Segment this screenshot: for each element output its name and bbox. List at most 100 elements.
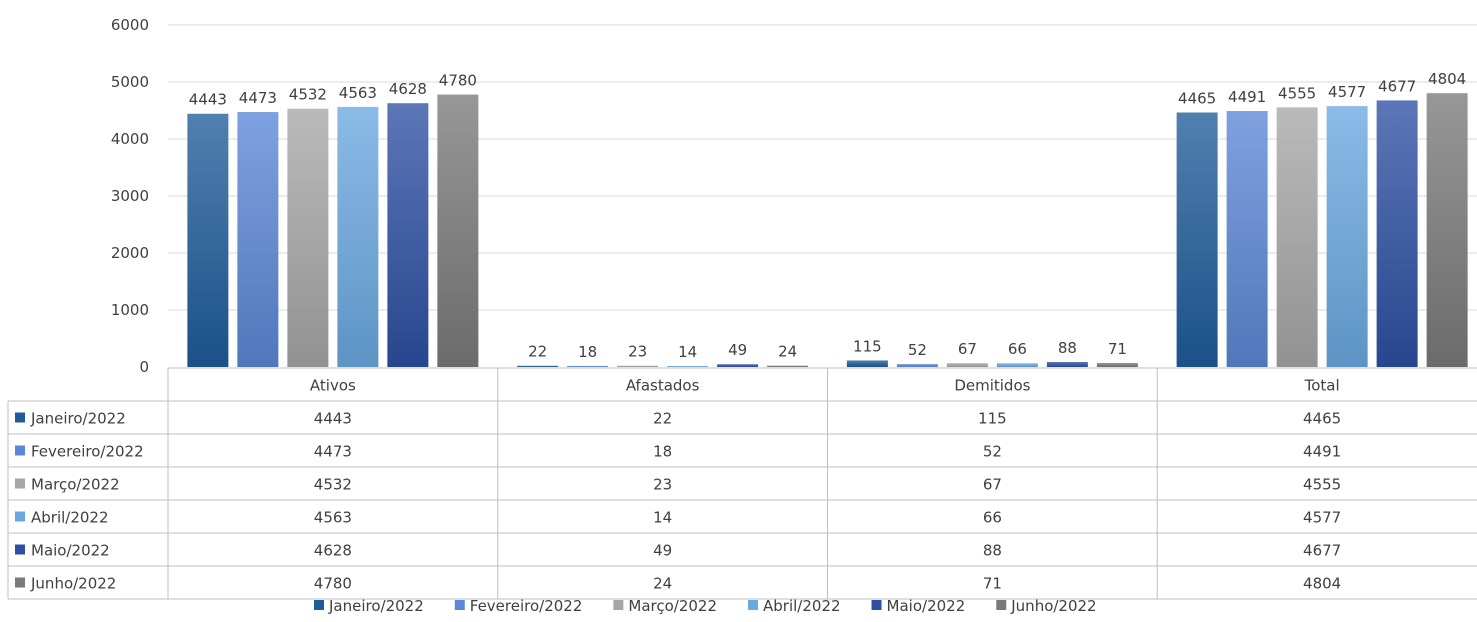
bars [187, 93, 1468, 368]
table-cell: 4563 [314, 509, 352, 527]
legend-key [748, 600, 759, 610]
table-cell: 18 [653, 443, 672, 461]
data-label: 4491 [1228, 88, 1266, 106]
bar [667, 366, 709, 367]
table-cell: 4804 [1303, 575, 1341, 593]
y-axis: 0 1000 2000 3000 4000 5000 6000 [111, 16, 149, 376]
data-label: 4628 [389, 80, 427, 98]
bar [287, 108, 329, 368]
data-label: 71 [1108, 340, 1127, 358]
table-cell: 4443 [314, 410, 352, 428]
bar [846, 360, 888, 367]
table-cell: 4780 [314, 575, 352, 593]
x-category-label: Total [1304, 377, 1340, 395]
data-label: 24 [778, 343, 797, 361]
table-cell: 115 [978, 410, 1007, 428]
data-label: 88 [1058, 339, 1077, 357]
y-tick-label: 5000 [111, 73, 149, 91]
data-label: 4563 [339, 84, 377, 102]
bar [387, 103, 429, 367]
bar [1226, 111, 1268, 367]
data-label: 18 [578, 343, 597, 361]
bar [1426, 93, 1468, 367]
data-label: 4780 [439, 72, 477, 90]
legend-key [871, 600, 882, 610]
data-table: Ativos Afastados Demitidos Total Janeiro/202… [7, 367, 1477, 600]
legend-label: Fevereiro/2022 [470, 597, 583, 615]
legend-key [996, 600, 1007, 610]
bar [1046, 361, 1088, 367]
data-label: 4532 [289, 86, 327, 104]
y-tick-label: 4000 [111, 130, 149, 148]
table-series-name: Fevereiro/2022 [31, 443, 144, 461]
table-cell: 71 [983, 575, 1002, 593]
data-label: 4555 [1278, 84, 1316, 102]
data-label: 115 [853, 337, 882, 355]
y-tick-label: 1000 [111, 301, 149, 319]
bar [946, 363, 988, 367]
legend-label: Janeiro/2022 [328, 597, 424, 615]
legend-key [454, 600, 465, 610]
bar [437, 94, 479, 367]
legend: Janeiro/2022 Fevereiro/2022 Março/2022 Abri… [314, 597, 1097, 615]
data-label: 66 [1008, 340, 1027, 358]
table-series-name: Maio/2022 [31, 542, 110, 560]
bar [337, 106, 379, 367]
y-tick-label: 6000 [111, 16, 149, 34]
data-label: 4465 [1178, 89, 1216, 107]
legend-label: Março/2022 [628, 597, 717, 615]
bar [767, 365, 809, 367]
table-cell: 4532 [314, 476, 352, 494]
bar [187, 113, 229, 368]
table-legend-key [15, 544, 25, 555]
table-cell: 24 [653, 575, 672, 593]
bar [1276, 107, 1318, 368]
data-label: 52 [908, 341, 927, 359]
bar [237, 112, 279, 367]
data-label: 4473 [239, 89, 277, 107]
table-legend-key [15, 511, 25, 522]
table-cell: 52 [983, 443, 1002, 461]
bar [1176, 112, 1218, 368]
legend-label: Junho/2022 [1010, 597, 1096, 615]
data-label: 14 [678, 343, 697, 361]
table-cell: 4473 [314, 443, 352, 461]
bar [517, 365, 559, 367]
bar [996, 363, 1038, 367]
bar [717, 364, 759, 367]
data-label: 23 [628, 343, 647, 361]
bar [1326, 106, 1368, 368]
bar [1096, 362, 1138, 367]
table-cell: 4555 [1303, 476, 1341, 494]
data-label: 4443 [189, 91, 227, 109]
table-series-name: Junho/2022 [30, 575, 116, 593]
table-series-name: Abril/2022 [31, 509, 109, 527]
table-cell: 14 [653, 509, 672, 527]
bar [896, 364, 938, 367]
table-cell: 66 [983, 509, 1002, 527]
data-label: 67 [958, 340, 977, 358]
table-cell: 4628 [314, 542, 352, 560]
data-labels: 4443 4473 4532 4563 4628 4780 22 18 23 14 49 24 115 5… [189, 70, 1466, 361]
table-cell: 4677 [1303, 542, 1341, 560]
x-category-label: Ativos [310, 377, 356, 395]
data-label: 4577 [1328, 83, 1366, 101]
data-label: 49 [728, 341, 747, 359]
bar [567, 365, 609, 367]
table-cell: 23 [653, 476, 672, 494]
data-label: 22 [528, 343, 547, 361]
table-cell: 49 [653, 542, 672, 560]
table-cell: 22 [653, 410, 672, 428]
table-series-name: Março/2022 [31, 476, 120, 494]
legend-label: Abril/2022 [763, 597, 841, 615]
data-label: 4677 [1378, 77, 1416, 95]
y-tick-label: 3000 [111, 187, 149, 205]
y-tick-label: 0 [139, 358, 149, 376]
table-legend-key [15, 445, 25, 456]
table-cell: 4465 [1303, 410, 1341, 428]
table-cell: 88 [983, 542, 1002, 560]
x-category-label: Afastados [626, 377, 700, 395]
table-legend-key [15, 478, 25, 489]
data-label: 4804 [1428, 70, 1466, 88]
